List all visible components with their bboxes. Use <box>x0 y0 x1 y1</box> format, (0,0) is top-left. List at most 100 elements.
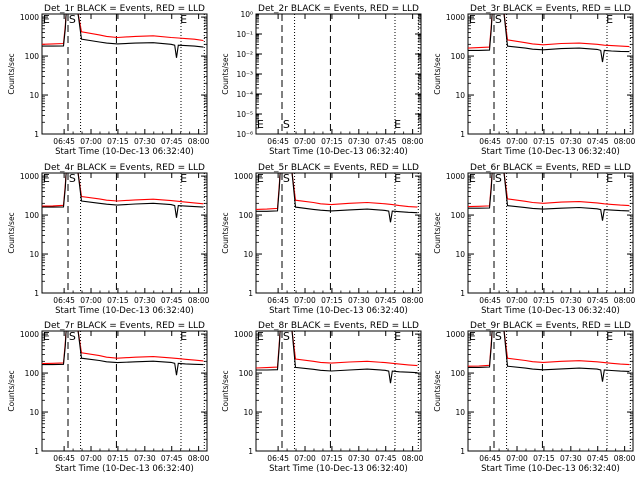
x-tick-label: 07:00 <box>506 454 528 463</box>
x-tick-label: 07:45 <box>587 137 609 146</box>
x-tick-label: 07:00 <box>294 296 316 305</box>
event-marker-label: S <box>495 13 502 26</box>
x-tick-label: 06:45 <box>267 137 289 146</box>
plot-frame <box>467 13 634 135</box>
plot-frame <box>255 330 422 452</box>
x-tick-label: 07:15 <box>321 296 343 305</box>
x-tick-label: 07:45 <box>587 454 609 463</box>
y-tick-label: 10⁻² <box>236 50 253 59</box>
x-tick-label: 07:00 <box>80 296 102 305</box>
x-tick-label: 07:45 <box>161 137 183 146</box>
y-tick-label: 1000 <box>446 330 465 339</box>
y-tick-label: 10 <box>455 250 465 259</box>
x-tick-label: 07:30 <box>348 137 370 146</box>
y-tick-label: 100 <box>239 369 254 378</box>
x-tick-label: 08:00 <box>614 454 636 463</box>
x-tick-label: 06:45 <box>267 296 289 305</box>
detector-panel: Det_5r BLACK = Events, RED = LLD Counts/s… <box>221 163 424 316</box>
x-tick-label: 07:45 <box>375 454 397 463</box>
y-tick-label: 1000 <box>20 172 39 181</box>
x-tick-label: 07:45 <box>375 137 397 146</box>
x-tick-label: 06:45 <box>479 296 501 305</box>
x-tick-label: 07:00 <box>294 137 316 146</box>
x-tick-label: 07:15 <box>321 454 343 463</box>
detector-panel: Det_8r BLACK = Events, RED = LLD Counts/s… <box>221 321 424 474</box>
plot-frame <box>255 13 422 135</box>
plot-frame <box>467 172 634 294</box>
events-series-line <box>256 173 418 223</box>
plot-frame <box>467 330 634 452</box>
event-marker-label: S <box>69 13 76 26</box>
x-tick-label: 07:15 <box>533 137 555 146</box>
y-tick-label: 1 <box>460 447 465 456</box>
event-marker-label: S <box>69 330 76 343</box>
x-axis-label: Start Time (10-Dec-13 06:32:40) <box>481 306 620 316</box>
x-tick-label: 07:30 <box>134 454 156 463</box>
y-tick-label: 1 <box>248 447 253 456</box>
x-tick-label: 08:00 <box>402 137 424 146</box>
event-marker-label: E <box>394 172 401 185</box>
event-marker-label: E <box>606 330 613 343</box>
event-marker-label: S <box>495 330 502 343</box>
y-axis-label: Counts/sec <box>7 53 16 94</box>
plot-frame <box>255 172 422 294</box>
x-tick-label: 07:15 <box>321 137 343 146</box>
y-tick-label: 100 <box>239 211 254 220</box>
events-series-line <box>468 331 630 382</box>
panel-title: Det_7r BLACK = Events, RED = LLD <box>44 321 205 331</box>
y-axis-label: Counts/sec <box>221 212 230 253</box>
y-tick-label: 1000 <box>234 330 253 339</box>
y-tick-label: 1 <box>34 447 39 456</box>
y-tick-label: 100 <box>451 52 466 61</box>
x-tick-label: 06:45 <box>479 454 501 463</box>
x-axis-label: Start Time (10-Dec-13 06:32:40) <box>55 306 194 316</box>
panel-title: Det_6r BLACK = Events, RED = LLD <box>470 163 631 173</box>
y-tick-label: 10 <box>243 408 253 417</box>
events-series-line <box>256 331 418 384</box>
x-tick-label: 07:30 <box>560 454 582 463</box>
panel-title: Det_9r BLACK = Events, RED = LLD <box>470 321 631 331</box>
x-tick-label: 08:00 <box>188 137 210 146</box>
x-tick-label: 08:00 <box>188 454 210 463</box>
x-tick-label: 07:15 <box>107 454 129 463</box>
y-tick-label: 10⁻⁶ <box>236 130 253 139</box>
y-tick-label: 100 <box>25 211 40 220</box>
x-axis-label: Start Time (10-Dec-13 06:32:40) <box>481 147 620 157</box>
x-tick-label: 06:45 <box>267 454 289 463</box>
x-tick-label: 07:15 <box>533 454 555 463</box>
panel-title: Det_2r BLACK = Events, RED = LLD <box>258 4 419 14</box>
event-marker-label: E <box>257 172 264 185</box>
y-tick-label: 1000 <box>20 13 39 22</box>
y-axis-label: Counts/sec <box>7 370 16 411</box>
y-axis-label: Counts/sec <box>7 212 16 253</box>
event-marker-label: S <box>283 118 290 131</box>
x-axis-label: Start Time (10-Dec-13 06:32:40) <box>481 464 620 474</box>
panel-title: Det_3r BLACK = Events, RED = LLD <box>470 4 631 14</box>
y-tick-label: 1000 <box>20 330 39 339</box>
y-tick-label: 100 <box>451 369 466 378</box>
y-tick-label: 1 <box>460 130 465 139</box>
x-tick-label: 06:45 <box>53 137 75 146</box>
panel-title: Det_1r BLACK = Events, RED = LLD <box>44 4 205 14</box>
y-axis-label: Counts/sec <box>433 53 442 94</box>
y-axis-label: Counts/sec <box>221 53 230 94</box>
y-tick-label: 10 <box>29 250 39 259</box>
detector-panel: Det_6r BLACK = Events, RED = LLD Counts/s… <box>433 163 636 316</box>
y-tick-label: 1 <box>34 289 39 298</box>
x-axis-label: Start Time (10-Dec-13 06:32:40) <box>55 147 194 157</box>
y-tick-label: 100 <box>25 52 40 61</box>
x-tick-label: 07:45 <box>161 296 183 305</box>
plot-frame <box>41 172 208 294</box>
plot-frame <box>41 330 208 452</box>
y-tick-label: 1000 <box>234 172 253 181</box>
panel-title: Det_4r BLACK = Events, RED = LLD <box>44 163 205 173</box>
x-tick-label: 07:30 <box>134 137 156 146</box>
event-marker-label: S <box>283 172 290 185</box>
event-marker-label: E <box>469 13 476 26</box>
x-tick-label: 07:45 <box>161 454 183 463</box>
y-tick-label: 1 <box>248 289 253 298</box>
x-axis-label: Start Time (10-Dec-13 06:32:40) <box>55 464 194 474</box>
y-tick-label: 10⁻⁵ <box>236 110 253 119</box>
detector-panel: Det_3r BLACK = Events, RED = LLD Counts/s… <box>433 4 636 157</box>
